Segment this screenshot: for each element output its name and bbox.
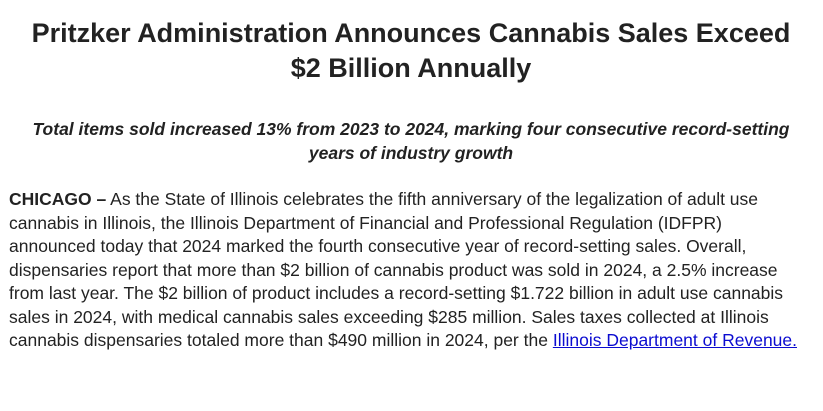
revenue-link[interactable]: Illinois Department of Revenue. bbox=[552, 330, 797, 350]
subheadline: Total items sold increased 13% from 2023… bbox=[32, 119, 790, 163]
body-paragraph: CHICAGO – As the State of Illinois celeb… bbox=[9, 188, 813, 353]
dateline: CHICAGO – bbox=[9, 189, 107, 209]
headline: Pritzker Administration Announces Cannab… bbox=[31, 18, 791, 83]
body-text: As the State of Illinois celebrates the … bbox=[9, 189, 784, 350]
